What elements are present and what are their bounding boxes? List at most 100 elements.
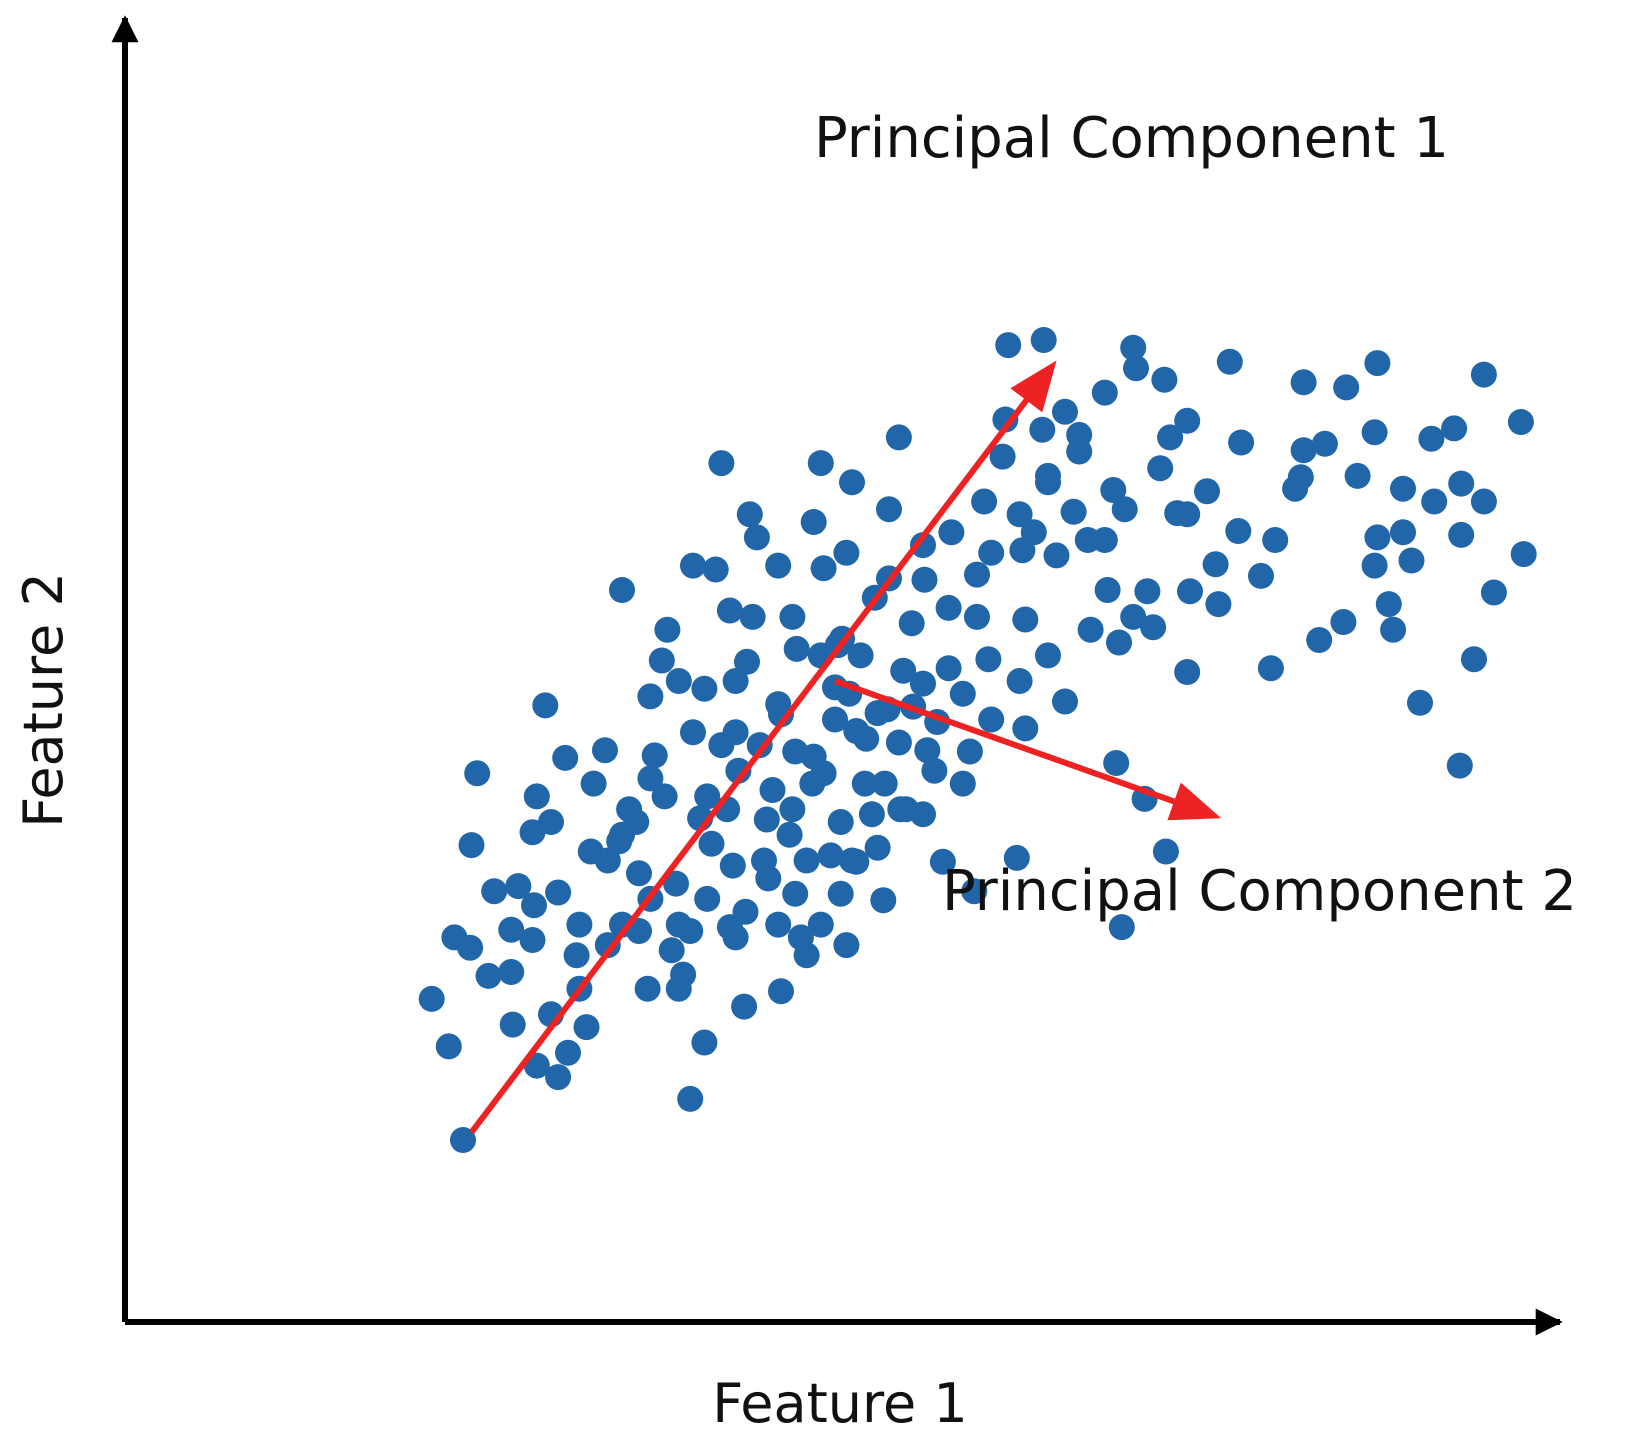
scatter-point	[725, 757, 752, 784]
scatter-point	[658, 937, 685, 964]
scatter-point	[1282, 475, 1309, 502]
scatter-point	[1111, 496, 1138, 523]
scatter-point	[594, 932, 621, 959]
scatter-point	[580, 770, 607, 797]
scatter-point	[1461, 646, 1487, 673]
scatter-point	[1029, 416, 1056, 443]
principal-component-arrows	[469, 360, 1222, 1135]
scatter-point	[1012, 606, 1039, 633]
scatter-point	[702, 556, 729, 583]
scatter-point	[839, 847, 865, 874]
scatter-point	[870, 887, 897, 914]
scatter-point	[626, 860, 652, 887]
scatter-point	[1103, 750, 1130, 776]
scatter-point	[722, 719, 749, 746]
scatter-point	[1448, 521, 1475, 548]
scatter-point	[441, 924, 468, 951]
scatter-point	[890, 657, 917, 684]
scatter-point	[1507, 409, 1534, 435]
scatter-point	[1202, 551, 1229, 578]
scatter-point	[885, 729, 912, 756]
scatter-point	[1140, 614, 1167, 641]
scatter-point	[914, 737, 941, 764]
scatter-point	[964, 603, 990, 630]
scatter-point	[1194, 478, 1220, 505]
principal-component-1-arrowhead	[1010, 360, 1057, 413]
scatter-point	[779, 796, 806, 823]
scatter-point	[1470, 361, 1497, 388]
scatter-point	[648, 647, 675, 674]
scatter-point	[464, 760, 491, 787]
scatter-point	[929, 848, 956, 875]
scatter-point	[719, 852, 746, 879]
scatter-point	[694, 885, 721, 912]
scatter-point	[1344, 462, 1371, 489]
scatter-point	[1094, 577, 1121, 603]
scatter-point	[1077, 616, 1104, 643]
scatter-point	[938, 519, 965, 546]
scatter-point	[949, 680, 976, 707]
scatter-point	[1333, 374, 1360, 401]
scatter-point	[783, 635, 810, 662]
scatter-point	[573, 1014, 600, 1041]
scatter-point	[1174, 659, 1201, 685]
scatter-point	[1257, 655, 1284, 682]
scatter-point	[810, 555, 837, 582]
scatter-point	[663, 870, 689, 897]
scatter-point	[592, 737, 618, 764]
scatter-point	[833, 539, 860, 566]
scatter-point	[1216, 348, 1243, 375]
scatter-point	[521, 892, 547, 919]
scatter-point	[1364, 350, 1391, 377]
principal-component-2-label: Principal Component 2	[942, 859, 1577, 924]
scatter-points	[418, 327, 1537, 1153]
scatter-point	[691, 1029, 718, 1056]
scatter-point	[910, 532, 936, 559]
scatter-point	[978, 706, 1005, 733]
scatter-point	[1012, 715, 1039, 742]
scatter-point	[1106, 629, 1132, 656]
scatter-point	[1157, 424, 1184, 451]
scatter-point	[1441, 415, 1468, 442]
scatter-point	[975, 646, 1002, 673]
scatter-point	[1228, 429, 1255, 456]
principal-component-1-line	[469, 395, 1032, 1135]
scatter-point	[1480, 579, 1507, 606]
scatter-point	[1290, 369, 1317, 396]
scatter-point	[989, 443, 1016, 470]
scatter-point	[782, 738, 809, 765]
scatter-point	[651, 783, 678, 810]
scatter-point	[910, 670, 936, 697]
scatter-point	[691, 675, 718, 702]
scatter-point	[716, 597, 743, 624]
scatter-point	[475, 962, 502, 989]
scatter-point	[817, 842, 844, 869]
scatter-point	[1006, 501, 1033, 528]
scatter-point	[609, 911, 635, 938]
scatter-point	[871, 770, 898, 797]
scatter-point	[1052, 688, 1078, 715]
scatter-point	[765, 911, 792, 938]
scatter-point	[759, 777, 786, 803]
scatter-point	[978, 539, 1005, 566]
scatter-point	[1205, 591, 1232, 618]
scatter-point	[1066, 421, 1093, 448]
scatter-point	[1151, 366, 1178, 393]
scatter-point	[949, 770, 976, 797]
scatter-point	[1390, 519, 1416, 546]
scatter-point	[833, 932, 860, 959]
scatter-point	[555, 1039, 581, 1066]
scatter-point	[732, 898, 759, 925]
scatter-point	[776, 821, 803, 848]
scatter-point	[1091, 379, 1118, 406]
scatter-point	[594, 847, 621, 874]
scatter-point	[827, 880, 854, 907]
scatter-point	[435, 1033, 462, 1060]
scatter-point	[1006, 668, 1033, 694]
scatter-point	[807, 911, 834, 938]
scatter-point	[964, 561, 990, 588]
scatter-point	[739, 603, 766, 630]
scatter-point	[680, 719, 706, 746]
scatter-point	[893, 796, 919, 823]
scatter-point	[1364, 524, 1391, 551]
